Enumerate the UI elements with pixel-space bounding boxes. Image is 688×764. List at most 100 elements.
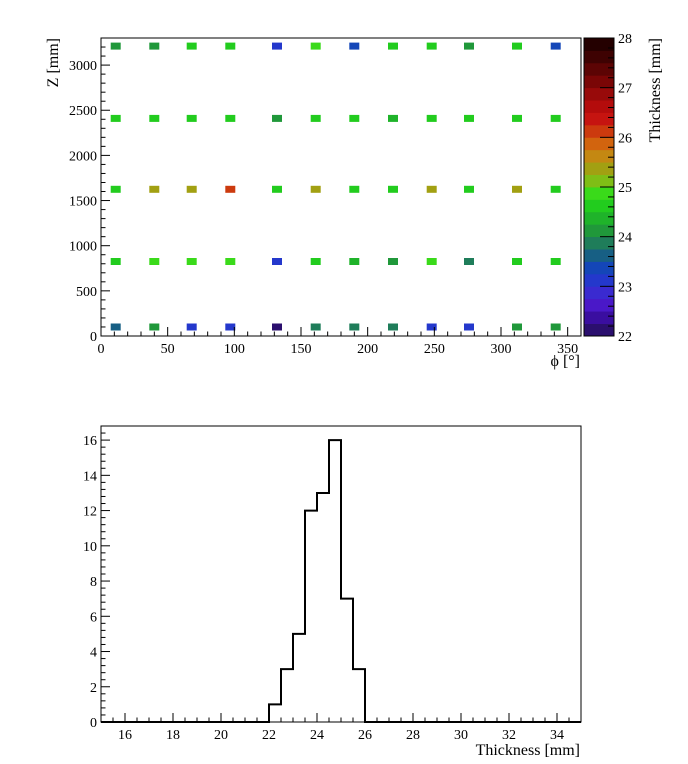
heatmap-cell [349,42,360,50]
color-bar-segment [584,211,614,225]
color-bar-tick-label: 22 [618,330,632,345]
heatmap-cell [349,258,360,265]
heatmap-x-ticks: 0 50 100 150 200 250 300 350 [98,327,582,357]
heatmap-cell [110,114,121,122]
heatmap-cell [310,185,321,193]
heatmap-x-axis-title: ϕ [°] [551,353,580,370]
histogram-series-line [101,439,581,723]
histogram-x-tick-label: 30 [454,728,468,743]
heatmap-cell [512,114,522,122]
color-bar-segment [584,261,614,275]
heatmap-cell [110,323,121,331]
heatmap-y-tick-label: 500 [76,285,97,300]
heatmap-y-tick-label: 3000 [69,59,97,74]
heatmap-cell [349,114,360,122]
heatmap-cell [110,258,121,265]
heatmap-cell [186,185,197,193]
heatmap-cell [186,258,197,265]
heatmap-cell [388,185,398,193]
color-bar-segment [584,62,614,76]
heatmap-cell [225,323,236,331]
histogram-x-ticks: 16 18 20 22 24 26 28 30 32 34 [100,713,582,743]
histogram-x-tick-label: 32 [502,728,516,743]
color-bar-segment [584,224,614,238]
heatmap-cell [550,185,561,193]
heatmap-cell [464,114,474,122]
heatmap-cell [464,42,474,50]
heatmap-y-tick-label: 0 [90,330,97,345]
histogram-y-tick-label: 4 [90,646,97,661]
heatmap-x-tick-label: 50 [161,342,175,357]
histogram-y-tick-label: 2 [90,681,97,696]
heatmap-cell [388,323,398,331]
heatmap-cell [110,42,121,50]
color-bar-segment [584,38,614,51]
heatmap-panel: 0 50 100 150 200 250 300 350 0 500 1000 1500 2000 25… [45,32,664,370]
color-bar-tick-label: 24 [618,231,632,246]
color-bar-segment [584,298,614,312]
color-bar-segment [584,174,614,188]
heatmap-cell [388,114,398,122]
heatmap-cell [550,258,561,265]
color-bar-segment [584,149,614,163]
color-bar-segment [584,187,614,200]
color-bar-segment [584,112,614,126]
histogram-x-tick-label: 24 [310,728,324,743]
color-bar-title: Thickness [mm] [647,38,664,142]
heatmap-frame [100,37,582,337]
heatmap-cell [512,185,522,193]
heatmap-y-axis-title: Z [mm] [45,38,62,87]
heatmap-cell [426,42,437,50]
heatmap-cell [426,323,437,331]
heatmap-x-tick-label: 100 [224,342,245,357]
heatmap-y-tick-label: 2000 [69,149,97,164]
color-bar-segment [584,311,614,324]
heatmap-cell [272,114,282,122]
heatmap-cell [272,323,282,331]
histogram-x-axis-title: Thickness [mm] [476,742,580,759]
color-bar-segment [584,87,614,101]
heatmap-cell [149,114,160,122]
heatmap-cell [310,114,321,122]
heatmap-y-tick-label: 1500 [69,195,97,210]
heatmap-cell [186,323,197,331]
heatmap-x-tick-label: 350 [557,342,578,357]
color-bar-segment [584,100,614,113]
heatmap-cell [550,323,561,331]
color-bar-tick-label: 25 [618,181,632,196]
heatmap-x-tick-label: 150 [291,342,312,357]
heatmap-cell [225,42,236,50]
heatmap-cell [149,185,160,193]
heatmap-cells [110,42,561,331]
histogram-x-tick-label: 18 [166,728,180,743]
color-bar-segment [584,286,614,300]
heatmap-x-tick-label: 250 [424,342,445,357]
heatmap-cell [464,323,474,331]
color-bar-segment [584,137,614,151]
histogram-y-tick-label: 14 [83,469,97,484]
heatmap-y-ticks: 0 500 1000 1500 2000 2500 3000 [69,37,110,345]
color-bar-segment [584,75,614,89]
heatmap-x-tick-label: 300 [491,342,512,357]
heatmap-cell [225,114,236,122]
color-bar-tick-label: 28 [618,32,632,47]
color-bar-segment [584,124,614,138]
histogram-y-tick-label: 10 [83,540,97,555]
color-bar-segment [584,236,614,250]
heatmap-cell [225,185,236,193]
heatmap-cell [464,185,474,193]
heatmap-x-tick-label: 200 [357,342,378,357]
histogram-x-tick-label: 34 [550,728,564,743]
heatmap-cell [426,114,437,122]
histogram-x-tick-label: 16 [118,728,132,743]
histogram-y-tick-label: 6 [90,610,97,625]
color-bar-tick-label: 26 [618,131,632,146]
heatmap-x-tick-label: 0 [98,342,105,357]
heatmap-cell [149,42,160,50]
color-bar-tick-label: 23 [618,280,632,295]
heatmap-cell [349,323,360,331]
heatmap-cell [550,42,561,50]
histogram-y-tick-label: 8 [90,575,97,590]
